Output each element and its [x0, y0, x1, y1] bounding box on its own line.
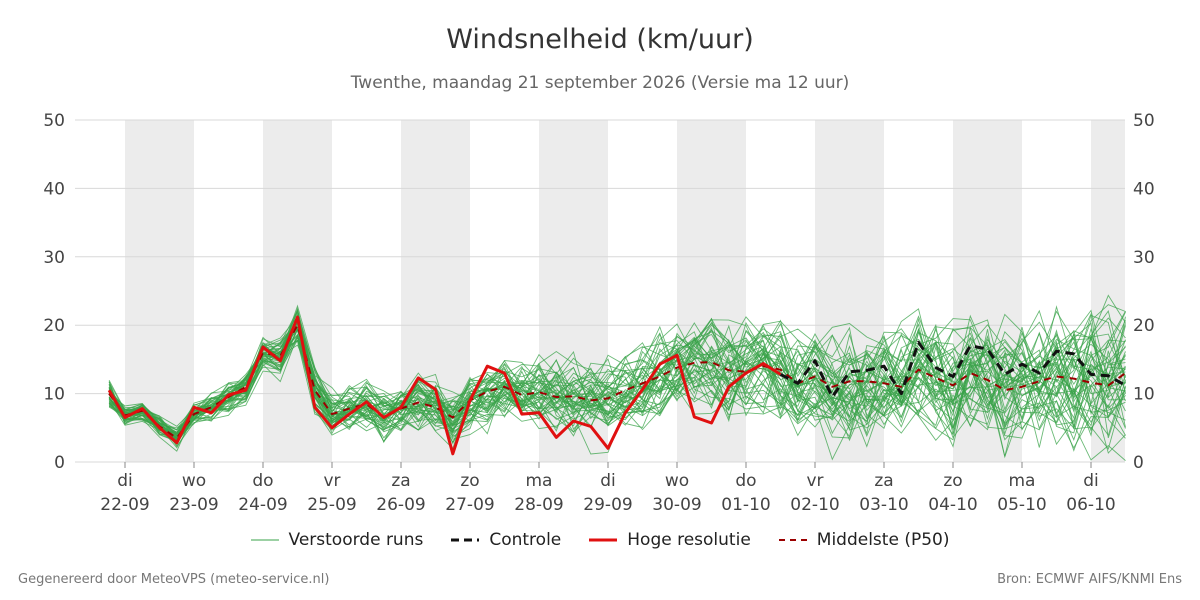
x-tick-label-date: 28-09 — [514, 495, 563, 515]
control-line — [779, 340, 1127, 399]
legend: Verstoorde runs Controle Hoge resolutie … — [0, 530, 1200, 550]
x-tick-label-date: 27-09 — [445, 495, 494, 515]
legend-label-median: Middelste (P50) — [816, 530, 950, 550]
y-tick-label-right: 0 — [1133, 453, 1144, 473]
x-tick-label-date: 23-09 — [169, 495, 218, 515]
y-tick-label-right: 30 — [1133, 248, 1155, 268]
x-tick-label-date: 03-10 — [859, 495, 908, 515]
y-axis-left: 0 10 20 30 40 50 — [43, 111, 65, 473]
x-tick-label-day: di — [117, 471, 133, 491]
x-tick-label-day: zo — [943, 471, 962, 491]
x-tick-label-day: wo — [182, 471, 206, 491]
high-res-line — [107, 315, 782, 456]
ensemble-run-line — [108, 317, 1126, 440]
ensemble-run-line — [108, 320, 1126, 448]
x-tick-label-day: do — [252, 471, 273, 491]
median-line — [108, 324, 1127, 440]
y-tick-label-left: 50 — [43, 111, 65, 131]
day-band — [677, 120, 746, 462]
ensemble-run-line — [108, 321, 1126, 446]
ensemble-run-line — [108, 320, 1126, 459]
x-tick-label-day: wo — [665, 471, 689, 491]
x-tick-label-date: 22-09 — [100, 495, 149, 515]
chart-subtitle: Twenthe, maandag 21 september 2026 (Vers… — [350, 73, 850, 93]
ensemble-run-line — [108, 312, 1126, 448]
y-tick-label-right: 50 — [1133, 111, 1155, 131]
legend-item-median[interactable]: Middelste (P50) — [778, 530, 950, 550]
x-tick-label-day: do — [735, 471, 756, 491]
x-tick-label-day: vr — [806, 471, 823, 491]
y-tick-label-left: 20 — [43, 316, 65, 336]
ensemble-run-line — [108, 312, 1126, 443]
legend-item-control[interactable]: Controle — [451, 530, 561, 550]
x-axis: di 22-09 wo 23-09 do 24-09 vr 25-09 za 26-09 zo 27-… — [100, 462, 1116, 515]
y-tick-label-left: 10 — [43, 385, 65, 405]
y-tick-label-left: 0 — [54, 453, 65, 473]
y-axis-right: 0 10 20 30 40 50 — [1133, 111, 1155, 473]
x-tick-label-day: vr — [323, 471, 340, 491]
footer-generator: Gegenereerd door MeteoVPS (meteo-service… — [18, 572, 330, 587]
legend-swatch-median — [778, 539, 807, 541]
ensemble-run-line — [108, 310, 1126, 461]
legend-swatch-control — [451, 538, 480, 542]
y-tick-label-right: 40 — [1133, 179, 1155, 199]
y-tick-label-left: 30 — [43, 248, 65, 268]
legend-label-high-res: Hoge resolutie — [627, 530, 751, 550]
y-tick-label-right: 10 — [1133, 385, 1155, 405]
legend-label-perturbed: Verstoorde runs — [288, 530, 424, 550]
legend-item-high-res[interactable]: Hoge resolutie — [589, 530, 751, 550]
ensemble-run-line — [108, 317, 1126, 441]
x-tick-label-day: ma — [526, 471, 553, 491]
ensemble-run-line — [108, 322, 1126, 436]
x-tick-label-date: 06-10 — [1066, 495, 1115, 515]
chart-title: Windsnelheid (km/uur) — [446, 24, 754, 55]
x-tick-label-day: zo — [460, 471, 479, 491]
x-tick-label-date: 02-10 — [790, 495, 839, 515]
x-tick-label-date: 26-09 — [376, 495, 425, 515]
x-tick-label-day: za — [874, 471, 893, 491]
x-tick-label-day: di — [600, 471, 616, 491]
x-tick-label-day: ma — [1009, 471, 1036, 491]
x-tick-label-date: 01-10 — [721, 495, 770, 515]
y-tick-label-right: 20 — [1133, 316, 1155, 336]
x-tick-label-date: 05-10 — [997, 495, 1046, 515]
x-tick-label-day: di — [1083, 471, 1099, 491]
x-tick-label-date: 25-09 — [307, 495, 356, 515]
ensemble-run-line — [108, 318, 1126, 444]
x-tick-label-date: 24-09 — [238, 495, 287, 515]
legend-label-control: Controle — [489, 530, 562, 550]
x-tick-label-day: za — [391, 471, 410, 491]
x-tick-label-date: 04-10 — [928, 495, 977, 515]
legend-item-perturbed[interactable]: Verstoorde runs — [250, 530, 424, 550]
main-series — [107, 315, 1127, 456]
ensemble-run-line — [108, 328, 1126, 443]
legend-swatch-high-res — [589, 538, 618, 542]
x-tick-label-date: 30-09 — [652, 495, 701, 515]
y-tick-label-left: 40 — [43, 179, 65, 199]
footer-source: Bron: ECMWF AIFS/KNMI Ens — [997, 572, 1182, 587]
ensemble-run-line — [108, 309, 1126, 444]
legend-swatch-perturbed — [250, 539, 279, 541]
day-band — [125, 120, 194, 462]
x-tick-label-date: 29-09 — [583, 495, 632, 515]
